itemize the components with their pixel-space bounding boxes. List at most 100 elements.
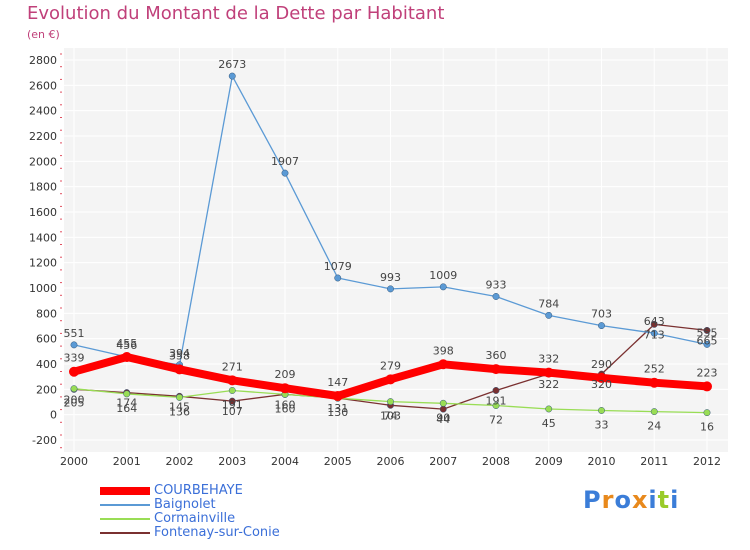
logo-letter: t [657, 486, 671, 514]
legend: COURBEHAYE Baignolet Cormainville Fontenay-… [100, 483, 360, 540]
legend-swatch [100, 487, 150, 495]
x-tick-label: 2007 [429, 455, 457, 468]
data-point [228, 397, 236, 405]
x-tick-label: 2001 [113, 455, 141, 468]
x-tick-label: 2010 [588, 455, 616, 468]
data-label: 2673 [218, 58, 246, 71]
logo-letter: x [631, 486, 649, 514]
logo-letter: P [583, 486, 602, 514]
data-label: 784 [538, 297, 559, 310]
logo-letter: o [614, 486, 632, 514]
x-tick-label: 2006 [377, 455, 405, 468]
data-label: 394 [169, 347, 190, 360]
legend-item: COURBEHAYE [100, 483, 360, 498]
legend-label: Baignolet [154, 497, 216, 512]
x-tick-label: 2003 [218, 455, 246, 468]
data-point [176, 393, 183, 401]
data-label: 205 [64, 397, 85, 410]
data-point [387, 285, 394, 293]
data-label: 1009 [429, 269, 457, 282]
data-label: 555 [697, 326, 718, 339]
data-label: 398 [433, 344, 454, 357]
data-label: 339 [64, 352, 85, 365]
x-tick-label: 2011 [640, 455, 668, 468]
legend-item: Fontenay-sur-Conie [100, 525, 360, 540]
data-label: 107 [222, 405, 243, 418]
data-label: 1079 [324, 260, 352, 273]
data-label: 290 [591, 358, 612, 371]
x-tick-label: 2004 [271, 455, 299, 468]
y-tick-label: 2200 [29, 130, 57, 143]
data-point [543, 367, 554, 378]
data-label: 360 [486, 349, 507, 362]
data-label: 993 [380, 271, 401, 284]
data-point [439, 399, 447, 407]
y-tick-label: 400 [36, 358, 57, 371]
data-point [598, 322, 605, 330]
data-label: 160 [275, 398, 296, 411]
plot-background [64, 48, 728, 452]
y-tick-label: 2400 [29, 105, 57, 118]
data-point [492, 402, 500, 409]
data-point [227, 375, 238, 386]
data-label: 551 [64, 327, 85, 340]
data-point [649, 377, 660, 388]
data-label: 703 [591, 308, 612, 321]
data-point [439, 283, 447, 291]
data-label: 45 [542, 417, 556, 430]
data-point [545, 311, 553, 319]
y-tick-label: 600 [36, 333, 57, 346]
data-point [650, 329, 658, 337]
data-point [598, 407, 605, 414]
data-label: 643 [644, 315, 665, 328]
y-tick-label: 1800 [29, 181, 57, 194]
y-tick-label: 0 [50, 409, 57, 422]
data-point [491, 364, 501, 375]
data-label: 136 [169, 405, 190, 418]
data-point [438, 359, 449, 370]
chart-title: Evolution du Montant de la Dette par Hab… [27, 3, 445, 24]
data-label: 72 [489, 414, 503, 427]
legend-item: Baignolet [100, 497, 360, 512]
y-tick-label: 1400 [29, 231, 57, 244]
logo-letter: r [601, 486, 615, 514]
data-point [650, 408, 658, 416]
data-point [121, 352, 132, 363]
data-label: 174 [116, 397, 137, 410]
data-point [123, 390, 131, 398]
data-label: 279 [380, 359, 401, 372]
x-tick-label: 2012 [693, 455, 721, 468]
data-label: 223 [697, 366, 718, 379]
data-point [332, 391, 343, 402]
data-point [703, 340, 711, 348]
data-label: 145 [169, 400, 190, 413]
data-point [545, 405, 553, 413]
y-tick-label: 1000 [29, 282, 57, 295]
data-label: 271 [222, 360, 243, 373]
data-label: 131 [327, 402, 348, 415]
legend-swatch [100, 518, 150, 520]
legend-label: Fontenay-sur-Conie [154, 525, 280, 540]
data-point [703, 409, 711, 417]
data-label: 1907 [271, 155, 299, 168]
data-label: 164 [116, 402, 137, 415]
data-label: 209 [275, 368, 296, 381]
logo-letter: i [670, 486, 680, 514]
data-point [228, 72, 236, 80]
x-tick-label: 2000 [60, 455, 88, 468]
proxiti-logo: Proxiti [583, 486, 679, 514]
data-label: 44 [436, 413, 450, 426]
data-label: 665 [697, 334, 718, 347]
data-point [385, 374, 396, 385]
x-tick-label: 2008 [482, 455, 510, 468]
legend-label: Cormainville [154, 511, 236, 526]
data-point [281, 169, 289, 177]
data-label: 322 [538, 378, 559, 391]
y-tick-label: 1600 [29, 206, 57, 219]
legend-swatch [100, 504, 150, 506]
data-point [596, 372, 607, 383]
data-point [650, 320, 658, 328]
data-label: 160 [275, 402, 296, 415]
